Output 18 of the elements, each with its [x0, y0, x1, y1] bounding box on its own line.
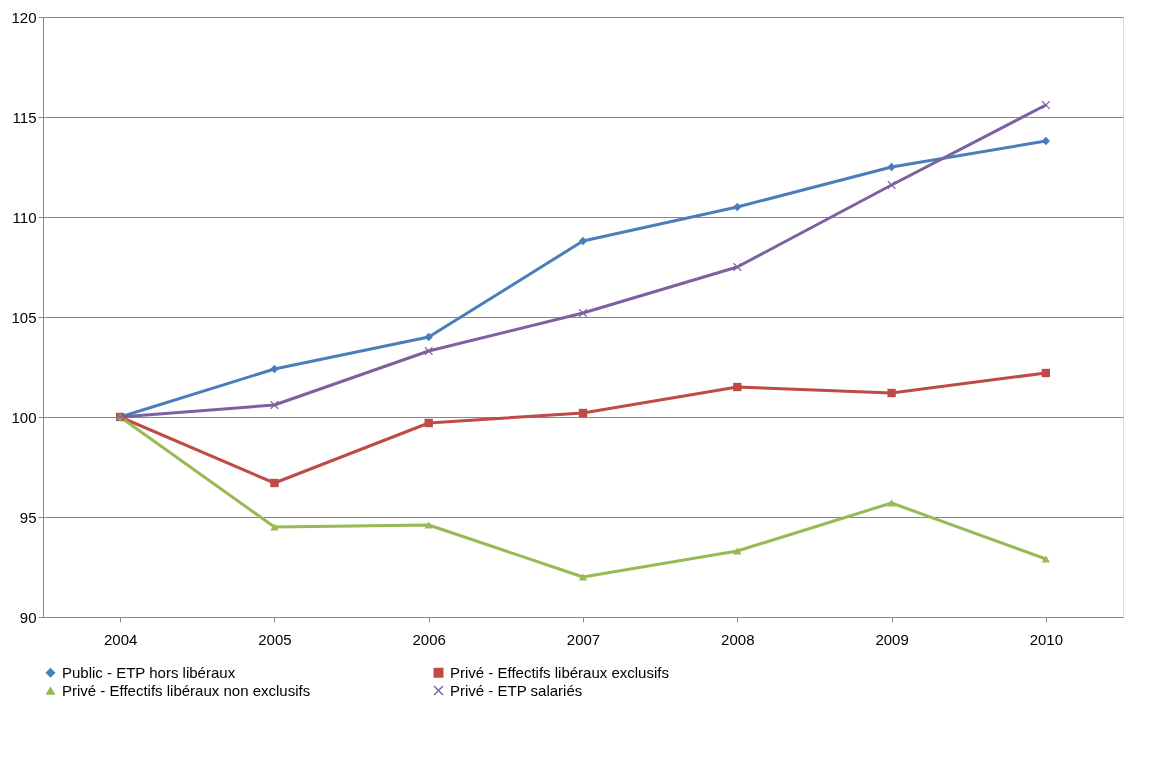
- legend-label: Privé - ETP salariés: [450, 681, 583, 699]
- x-tick-label: 2005: [258, 630, 292, 648]
- y-tick-label: 100: [11, 408, 37, 426]
- x-tick-label: 2009: [875, 630, 909, 648]
- y-tick-label: 110: [12, 208, 37, 226]
- legend-label: Privé - Effectifs libéraux exclusifs: [450, 663, 669, 681]
- y-tick-label: 95: [19, 508, 37, 526]
- x-tick-label: 2010: [1029, 630, 1064, 648]
- y-tick-label: 105: [11, 308, 37, 326]
- x-tick-label: 2004: [103, 630, 138, 648]
- x-tick-label: 2007: [566, 630, 601, 648]
- y-tick-label: 115: [12, 108, 37, 126]
- legend-label: Public - ETP hors libéraux: [62, 663, 236, 681]
- x-tick-label: 2008: [721, 630, 755, 648]
- y-tick-label: 120: [11, 8, 37, 26]
- x-tick-label: 2006: [412, 630, 446, 648]
- legend-label: Privé - Effectifs libéraux non exclusifs: [62, 681, 311, 699]
- y-tick-label: 90: [19, 608, 37, 626]
